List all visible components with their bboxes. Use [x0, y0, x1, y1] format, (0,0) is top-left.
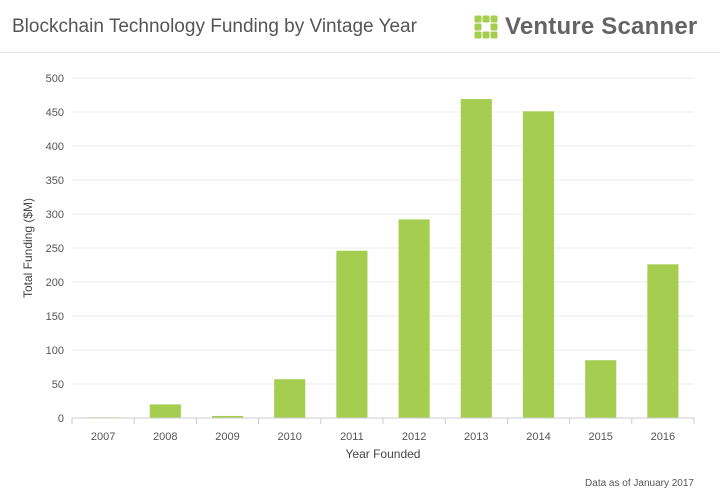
data-date-footnote: Data as of January 2017: [585, 478, 694, 489]
bar-2016: [647, 264, 679, 418]
x-tick-label: 2015: [588, 431, 612, 443]
bar-2011: [336, 250, 368, 418]
y-tick-label: 450: [46, 107, 64, 119]
brand-name: Venture Scanner: [505, 13, 698, 40]
venture-scanner-logo-icon: [474, 15, 498, 39]
x-tick-label: 2008: [153, 431, 177, 443]
header-divider: [0, 52, 720, 53]
gridlines: [72, 77, 694, 385]
logo-square: [490, 15, 498, 23]
logo-square: [490, 23, 498, 31]
axes: 0 50 100 150 200 250 300 350 400 450 500 2007 2008 20…: [46, 73, 695, 443]
y-tick-label: 500: [46, 73, 64, 85]
x-tick-label: 2014: [526, 431, 550, 443]
x-tick-label: 2012: [402, 431, 426, 443]
y-tick-label: 200: [46, 277, 64, 289]
x-axis-title: Year Founded: [346, 447, 421, 461]
x-tick-label: 2016: [651, 431, 675, 443]
logo-square: [474, 15, 482, 23]
x-tick-label: 2010: [277, 431, 301, 443]
y-tick-label: 300: [46, 209, 64, 221]
y-axis-title: Total Funding ($M): [21, 198, 35, 298]
page-title: Blockchain Technology Funding by Vintage…: [12, 16, 417, 37]
y-tick-label: 100: [46, 345, 64, 357]
y-tick-label: 0: [58, 413, 64, 425]
bar-2014: [522, 111, 555, 418]
bars: [87, 99, 679, 418]
bar-2013: [460, 99, 492, 418]
logo-square: [474, 31, 482, 39]
bar-2008: [149, 404, 181, 418]
bar-2015: [585, 360, 617, 418]
x-tick-label: 2007: [91, 431, 115, 443]
bar-2010: [274, 379, 306, 418]
logo-square: [482, 15, 490, 23]
y-tick-label: 150: [46, 311, 64, 323]
x-tick-label: 2009: [215, 431, 239, 443]
y-tick-label: 250: [46, 243, 64, 255]
x-tick-label: 2013: [464, 431, 488, 443]
logo-square: [474, 23, 482, 31]
bar-2009: [211, 415, 244, 418]
x-tick-label: 2011: [340, 431, 364, 443]
logo-square: [490, 31, 498, 39]
logo-square: [482, 31, 490, 39]
y-tick-label: 50: [52, 379, 64, 391]
brand: Venture Scanner: [474, 12, 697, 42]
y-tick-label: 350: [46, 175, 64, 187]
y-tick-label: 400: [46, 141, 64, 153]
bar-2012: [398, 219, 430, 418]
